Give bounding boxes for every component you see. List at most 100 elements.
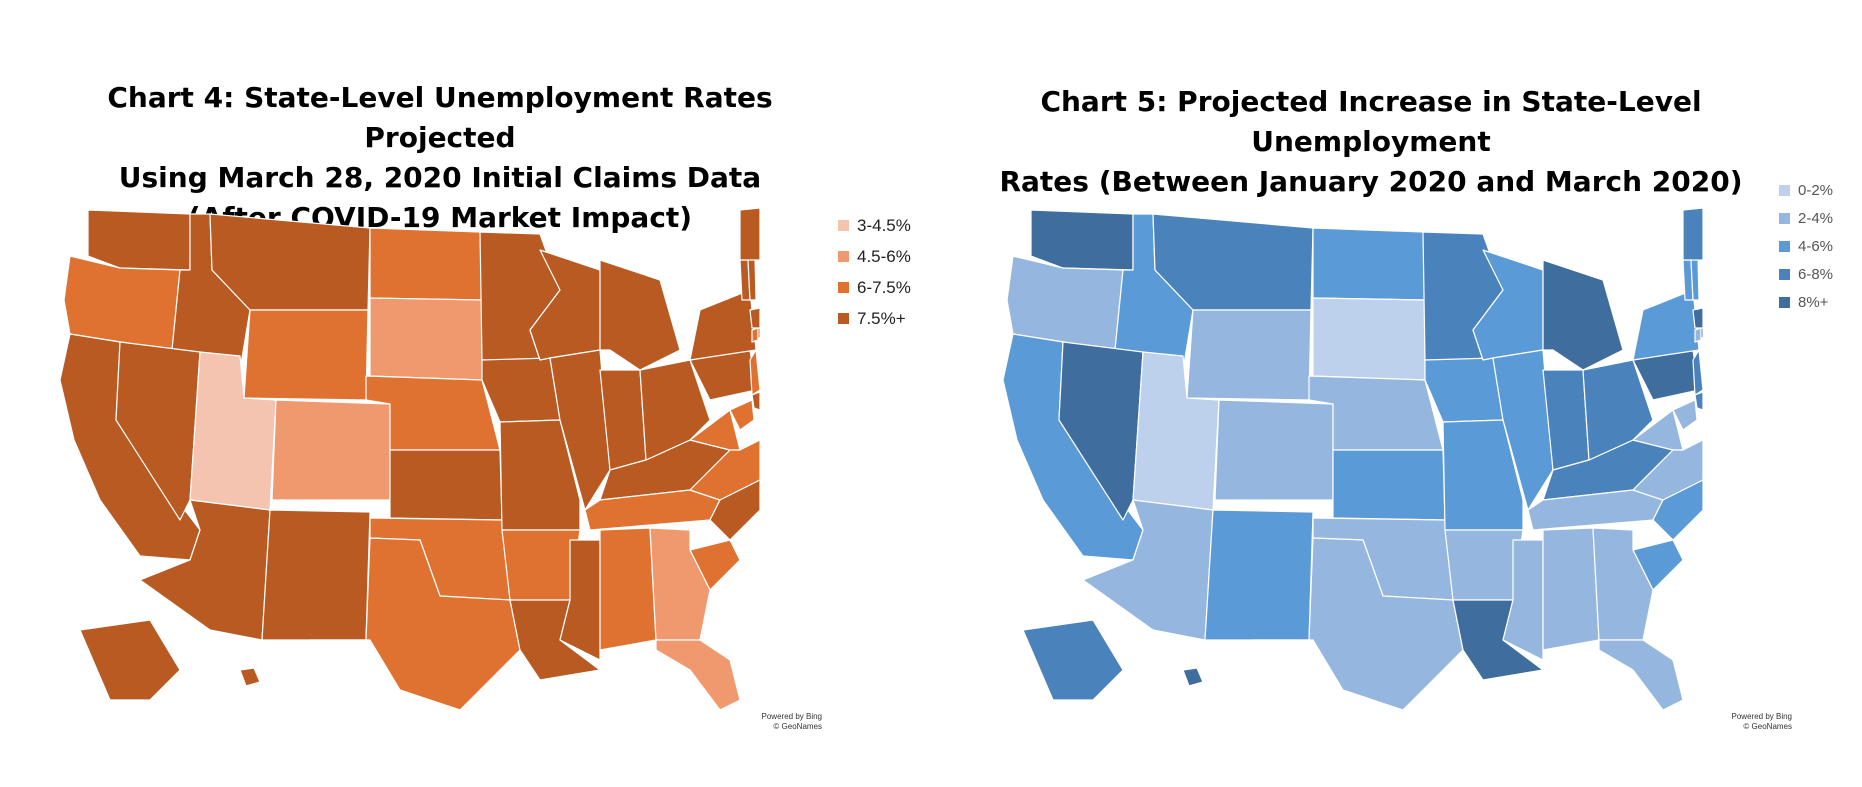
state-ak [79, 619, 181, 701]
legend-label: 6-8% [1798, 265, 1834, 283]
chart-title-line: Using March 28, 2020 Initial Claims Data [118, 161, 762, 194]
legend-label: 2-4% [1798, 209, 1834, 227]
chart-title-line: Rates (Between January 2020 and March 20… [999, 165, 1743, 198]
state-mo [1442, 419, 1524, 531]
state-md [1672, 399, 1698, 431]
state-nc [1652, 479, 1703, 541]
state-ks [1332, 449, 1446, 521]
state-ms [1502, 539, 1544, 661]
state-oh [1582, 359, 1654, 461]
state-tx [309, 537, 521, 710]
state-oh [639, 359, 711, 461]
state-wa [1030, 209, 1134, 271]
legend-label: 4-6% [1798, 237, 1834, 255]
map-legend: 0-2% 2-4% 4-6% 6-8% 8%+ [1779, 176, 1833, 316]
state-ar [501, 529, 581, 601]
state-ar [1444, 529, 1524, 601]
legend-swatch [1779, 184, 1790, 196]
state-ms [559, 539, 601, 661]
state-il [1492, 349, 1554, 511]
legend-swatch [838, 282, 849, 293]
legend-swatch [838, 220, 849, 231]
state-wy [243, 309, 369, 401]
state-de [1694, 391, 1703, 411]
state-ri [1700, 327, 1703, 339]
legend-item: 8%+ [1779, 288, 1833, 316]
state-mi [1542, 259, 1624, 371]
state-ia [1424, 357, 1504, 423]
state-ga [649, 527, 711, 641]
legend-item: 4.5-6% [838, 241, 911, 272]
legend-label: 7.5%+ [857, 308, 906, 328]
state-nv [115, 341, 201, 521]
legend-label: 3-4.5% [857, 215, 911, 235]
state-ri [757, 327, 760, 339]
state-ma [1692, 307, 1703, 329]
legend-swatch [1779, 268, 1790, 280]
state-sd [1312, 297, 1426, 381]
state-fl [655, 639, 741, 710]
legend-item: 7.5%+ [838, 303, 911, 334]
state-sd [369, 297, 483, 381]
legend-label: 6-7.5% [857, 277, 911, 297]
state-de [751, 391, 760, 411]
state-fl [1598, 639, 1684, 710]
state-nh [1690, 257, 1700, 301]
state-nj [1692, 349, 1703, 396]
legend-label: 8%+ [1798, 293, 1829, 311]
chart-title-line: Chart 5: Projected Increase in State-Lev… [1040, 85, 1702, 158]
state-il [549, 349, 611, 511]
legend-item: 4-6% [1779, 232, 1833, 260]
state-hi [1182, 667, 1204, 687]
chart-title-line: Chart 4: State-Level Unemployment Rates … [107, 81, 773, 154]
state-nd [369, 227, 483, 301]
legend-swatch [838, 251, 849, 262]
state-md [729, 399, 755, 431]
state-nc [709, 479, 760, 541]
state-wa [87, 209, 191, 271]
state-mi [599, 259, 681, 371]
state-nj [749, 349, 760, 396]
state-al [1542, 527, 1600, 651]
state-ak [1022, 619, 1124, 701]
state-ia [481, 357, 561, 423]
state-nm [1204, 509, 1314, 641]
state-tx [1252, 537, 1464, 710]
state-ga [1592, 527, 1654, 641]
legend-label: 4.5-6% [857, 246, 911, 266]
state-nh [747, 257, 757, 301]
legend-item: 6-8% [1779, 260, 1833, 288]
legend-item: 3-4.5% [838, 210, 911, 241]
us-choropleth-map [1002, 207, 1703, 710]
state-nv [1058, 341, 1144, 521]
map-legend: 3-4.5% 4.5-6% 6-7.5% 7.5%+ [838, 210, 911, 334]
state-ks [389, 449, 503, 521]
chart-5-panel: Chart 5: Projected Increase in State-Lev… [931, 0, 1862, 787]
legend-label: 0-2% [1798, 181, 1834, 199]
us-choropleth-map [59, 207, 760, 710]
map-credit: Powered by Bing © GeoNames [702, 712, 822, 732]
state-nd [1312, 227, 1426, 301]
legend-swatch [838, 313, 849, 324]
credit-line: © GeoNames [773, 722, 822, 731]
state-co [1214, 399, 1334, 501]
credit-line: © GeoNames [1743, 722, 1792, 731]
state-hi [239, 667, 261, 687]
state-me [1682, 207, 1703, 261]
state-al [599, 527, 657, 651]
state-co [271, 399, 391, 501]
chart-title: Chart 5: Projected Increase in State-Lev… [991, 82, 1751, 202]
credit-line: Powered by Bing [1731, 712, 1792, 721]
legend-item: 2-4% [1779, 204, 1833, 232]
state-ct [751, 327, 759, 343]
legend-swatch [1779, 240, 1790, 252]
state-mo [499, 419, 581, 531]
state-wy [1186, 309, 1312, 401]
state-nm [261, 509, 371, 641]
legend-item: 0-2% [1779, 176, 1833, 204]
chart-4-panel: Chart 4: State-Level Unemployment Rates … [59, 81, 911, 732]
state-ma [749, 307, 760, 329]
state-me [739, 207, 760, 261]
map-credit: Powered by Bing © GeoNames [1672, 712, 1792, 732]
state-ct [1694, 327, 1702, 343]
